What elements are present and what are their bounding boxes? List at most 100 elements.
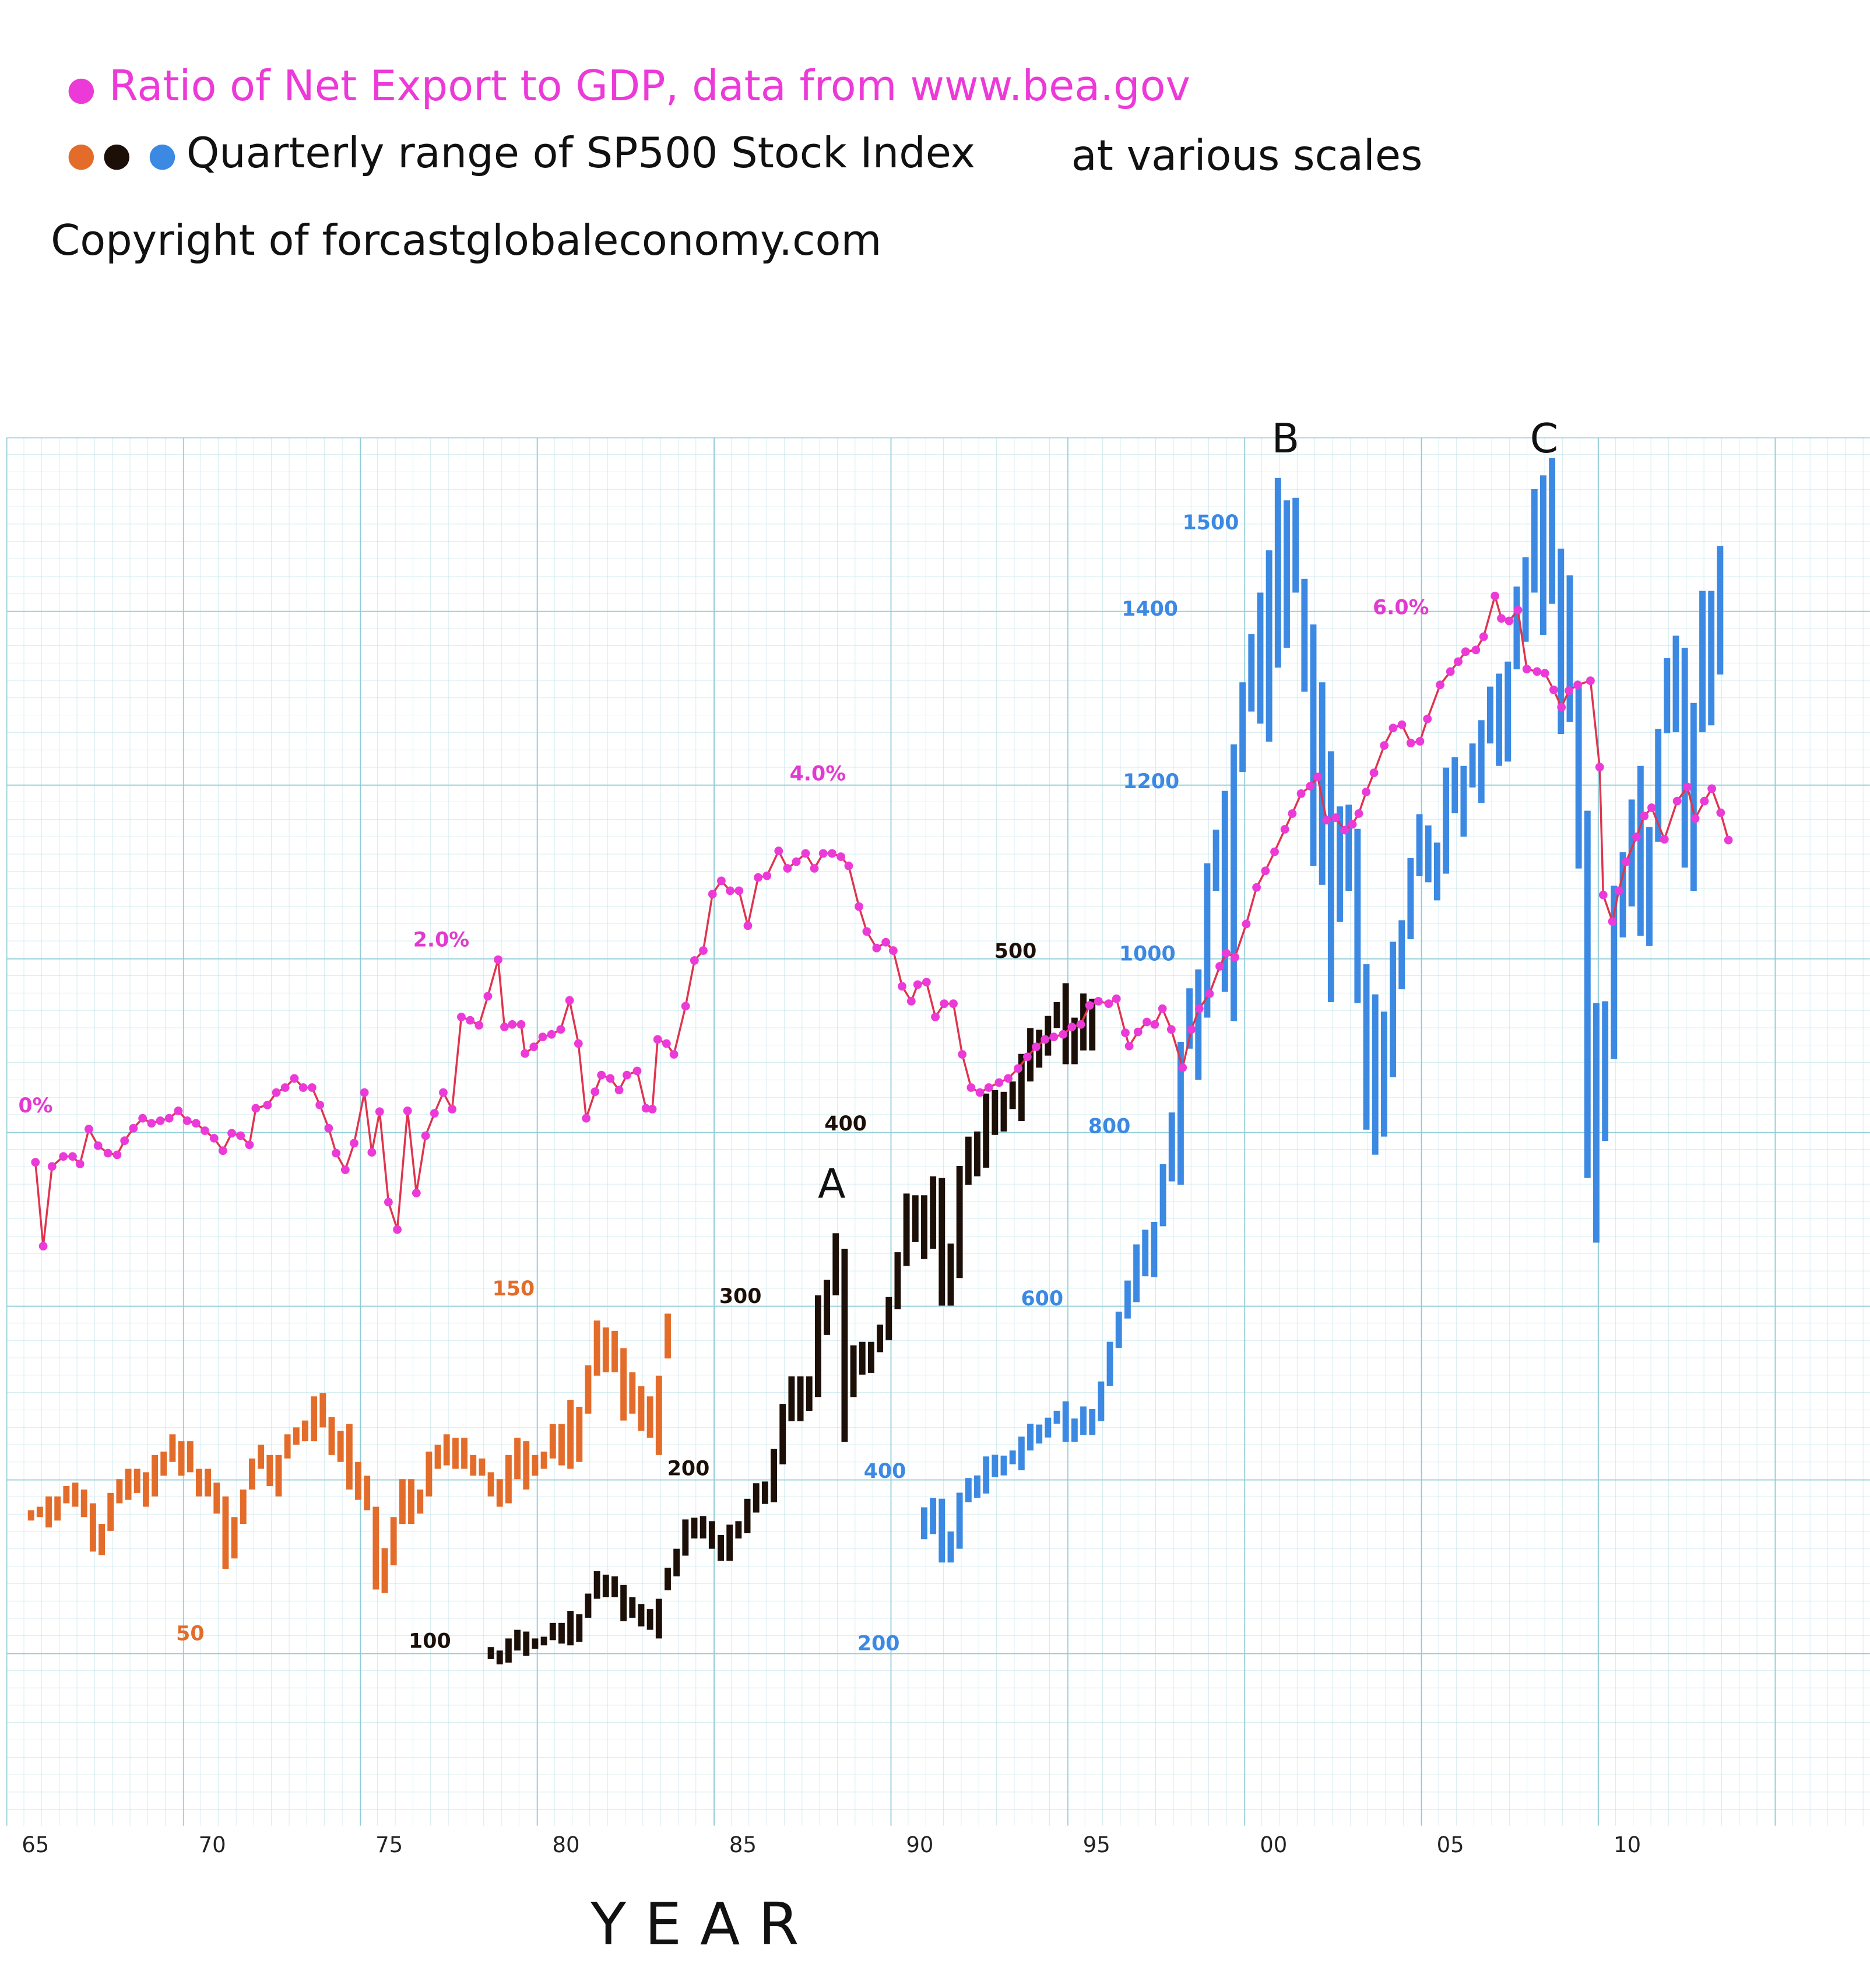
range-bar bbox=[443, 1434, 450, 1466]
range-bar bbox=[390, 1517, 397, 1566]
range-bar bbox=[222, 1496, 229, 1569]
ratio-point bbox=[120, 1136, 129, 1146]
ratio-point bbox=[164, 1114, 174, 1123]
ratio-point bbox=[662, 1039, 671, 1048]
range-bar bbox=[735, 1521, 742, 1539]
range-bar bbox=[1619, 852, 1626, 938]
ratio-point bbox=[641, 1104, 651, 1113]
range-bar bbox=[540, 1451, 547, 1469]
ratio-point bbox=[1724, 835, 1733, 845]
ratio-point bbox=[1573, 680, 1583, 690]
ratio-point bbox=[367, 1148, 377, 1157]
range-bar bbox=[593, 1320, 600, 1376]
range-bar bbox=[585, 1593, 592, 1618]
ratio-point bbox=[1622, 857, 1631, 866]
ratio-point bbox=[384, 1197, 393, 1207]
range-bar bbox=[63, 1486, 70, 1504]
range-bar bbox=[540, 1636, 547, 1646]
ratio-point bbox=[1446, 667, 1455, 676]
ratio-point bbox=[68, 1152, 77, 1161]
ratio-point bbox=[1397, 720, 1407, 729]
range-bar bbox=[753, 1483, 760, 1513]
ratio-point bbox=[1150, 1020, 1159, 1029]
range-bar bbox=[1053, 1002, 1060, 1028]
ratio-point bbox=[1014, 1064, 1022, 1073]
x-axis-title: Y E A R bbox=[590, 1890, 799, 1958]
range-bar bbox=[992, 1090, 999, 1135]
range-bar bbox=[107, 1492, 114, 1531]
range-bar bbox=[89, 1503, 96, 1552]
range-bar bbox=[956, 1492, 963, 1549]
ratio-point bbox=[606, 1074, 615, 1083]
ratio-point bbox=[1022, 1052, 1032, 1062]
ratio-point bbox=[734, 886, 744, 895]
range-bar bbox=[585, 1365, 592, 1414]
range-bar bbox=[1045, 1417, 1052, 1438]
ratio-point bbox=[922, 978, 931, 986]
ratio-point bbox=[801, 849, 810, 858]
range-bar bbox=[1628, 799, 1635, 907]
y-tick-label: 4.0% bbox=[790, 763, 846, 786]
ratio-point bbox=[966, 1083, 976, 1092]
ratio-point bbox=[129, 1123, 138, 1133]
legend-note: at various scales bbox=[1071, 131, 1423, 180]
y-tick-label: 1400 bbox=[1122, 598, 1178, 621]
range-bar bbox=[1310, 624, 1317, 866]
range-bar bbox=[1664, 658, 1671, 733]
range-bar bbox=[841, 1248, 848, 1442]
ratio-point bbox=[251, 1104, 261, 1113]
ratio-point bbox=[307, 1083, 317, 1092]
ratio-point bbox=[298, 1083, 308, 1092]
range-bar bbox=[814, 1295, 821, 1397]
ratio-point bbox=[1497, 614, 1506, 623]
ratio-point bbox=[708, 890, 717, 899]
ratio-point bbox=[1716, 808, 1725, 817]
ratio-point bbox=[1331, 813, 1340, 822]
range-bar bbox=[364, 1476, 371, 1511]
range-bar bbox=[1257, 592, 1264, 724]
ratio-point bbox=[1121, 1028, 1130, 1037]
ratio-point bbox=[103, 1148, 113, 1158]
ratio-point bbox=[888, 946, 898, 955]
range-bar bbox=[1469, 743, 1476, 788]
ratio-point bbox=[1187, 1025, 1196, 1034]
range-bar bbox=[470, 1455, 477, 1476]
y-tick-label: 50 bbox=[176, 1622, 204, 1645]
range-bar bbox=[576, 1406, 583, 1462]
ratio-point bbox=[582, 1114, 591, 1123]
ratio-point bbox=[1672, 796, 1682, 806]
ratio-point bbox=[597, 1070, 606, 1080]
range-bar bbox=[1513, 586, 1520, 670]
range-bar bbox=[381, 1548, 388, 1593]
range-bar bbox=[903, 1193, 910, 1266]
y-tick-label: 150 bbox=[493, 1277, 535, 1301]
range-bar bbox=[1443, 767, 1450, 874]
ratio-point bbox=[653, 1035, 662, 1044]
range-bar bbox=[1407, 858, 1414, 939]
ratio-point bbox=[1306, 782, 1315, 791]
range-bar bbox=[1354, 828, 1361, 1003]
y-tick-label: 200 bbox=[857, 1632, 900, 1656]
range-bar bbox=[1009, 1450, 1016, 1464]
ratio-point bbox=[315, 1100, 325, 1109]
ratio-point bbox=[906, 996, 916, 1006]
legend-marker bbox=[68, 144, 94, 170]
range-bar bbox=[328, 1417, 335, 1455]
range-bar bbox=[36, 1506, 43, 1518]
ratio-point bbox=[827, 849, 836, 858]
ratio-point bbox=[430, 1109, 439, 1118]
range-bar bbox=[1000, 1091, 1007, 1132]
range-bar bbox=[921, 1507, 927, 1540]
range-bar bbox=[1319, 682, 1326, 885]
range-bar bbox=[1708, 591, 1715, 726]
range-bar bbox=[205, 1469, 212, 1497]
ratio-point bbox=[47, 1162, 57, 1171]
range-bar bbox=[1018, 1053, 1025, 1122]
range-bar bbox=[1655, 729, 1662, 842]
range-bar bbox=[1390, 942, 1396, 1077]
range-bar bbox=[1292, 497, 1299, 593]
range-bar bbox=[1611, 886, 1618, 1059]
range-bar bbox=[894, 1252, 901, 1309]
range-bar bbox=[629, 1597, 636, 1618]
